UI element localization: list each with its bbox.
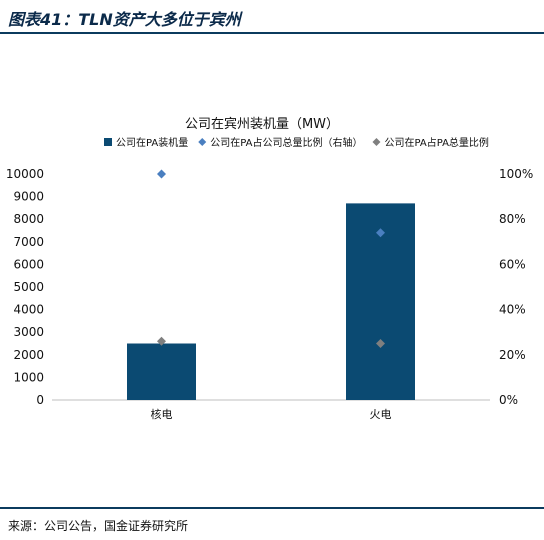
left-tick-label: 1000 bbox=[13, 370, 44, 384]
right-y-axis: 0% 20% 40% 60% 80% 100% bbox=[499, 167, 533, 407]
top-rule bbox=[0, 32, 544, 34]
left-tick-label: 7000 bbox=[13, 235, 44, 249]
bar-series bbox=[127, 203, 415, 400]
left-tick-label: 0 bbox=[36, 393, 44, 407]
x-category-label: 核电 bbox=[151, 407, 173, 421]
left-tick-label: 6000 bbox=[13, 257, 44, 271]
installed-capacity-chart: 公司在宾州装机量（MW） 公司在PA装机量 公司在PA占公司总量比例（右轴） 公司在… bbox=[6, 116, 534, 421]
legend-diamond-icon bbox=[198, 138, 207, 146]
bar-核电 bbox=[127, 343, 196, 400]
left-tick-label: 8000 bbox=[13, 212, 44, 226]
bottom-rule bbox=[0, 507, 544, 509]
figure-title: 图表41：TLN资产大多位于宾州 bbox=[8, 10, 241, 29]
left-tick-label: 9000 bbox=[13, 190, 44, 204]
right-tick-label: 80% bbox=[499, 212, 526, 226]
legend-label: 公司在PA占公司总量比例（右轴） bbox=[210, 136, 362, 149]
source-note: 来源：公司公告，国金证券研究所 bbox=[8, 519, 189, 533]
diamond-point-2 bbox=[376, 339, 385, 348]
scatter-series bbox=[157, 169, 385, 348]
diamond-point-2 bbox=[157, 336, 166, 346]
left-tick-label: 3000 bbox=[13, 325, 44, 339]
right-tick-label: 60% bbox=[499, 257, 526, 271]
chart-title: 公司在宾州装机量（MW） bbox=[185, 116, 339, 132]
legend-square-icon bbox=[104, 138, 112, 146]
x-axis-labels: 核电 火电 bbox=[151, 407, 392, 421]
diamond-point-1 bbox=[157, 169, 166, 179]
right-tick-label: 40% bbox=[499, 303, 526, 317]
left-y-axis: 0 1000 2000 3000 4000 5000 6000 7000 8000 9000 100… bbox=[6, 167, 44, 407]
right-tick-label: 0% bbox=[499, 393, 518, 407]
left-tick-label: 2000 bbox=[13, 348, 44, 362]
diamond-point-1 bbox=[376, 228, 385, 238]
left-tick-label: 5000 bbox=[13, 280, 44, 294]
legend-label: 公司在PA占PA总量比例 bbox=[384, 136, 488, 149]
right-tick-label: 20% bbox=[499, 348, 526, 362]
chart-legend: 公司在PA装机量 公司在PA占公司总量比例（右轴） 公司在PA占PA总量比例 bbox=[104, 136, 489, 149]
left-tick-label: 10000 bbox=[6, 167, 44, 181]
legend-diamond-icon bbox=[372, 138, 381, 146]
left-tick-label: 4000 bbox=[13, 303, 44, 317]
right-tick-label: 100% bbox=[499, 167, 533, 181]
x-category-label: 火电 bbox=[370, 408, 392, 421]
legend-label: 公司在PA装机量 bbox=[116, 136, 188, 149]
